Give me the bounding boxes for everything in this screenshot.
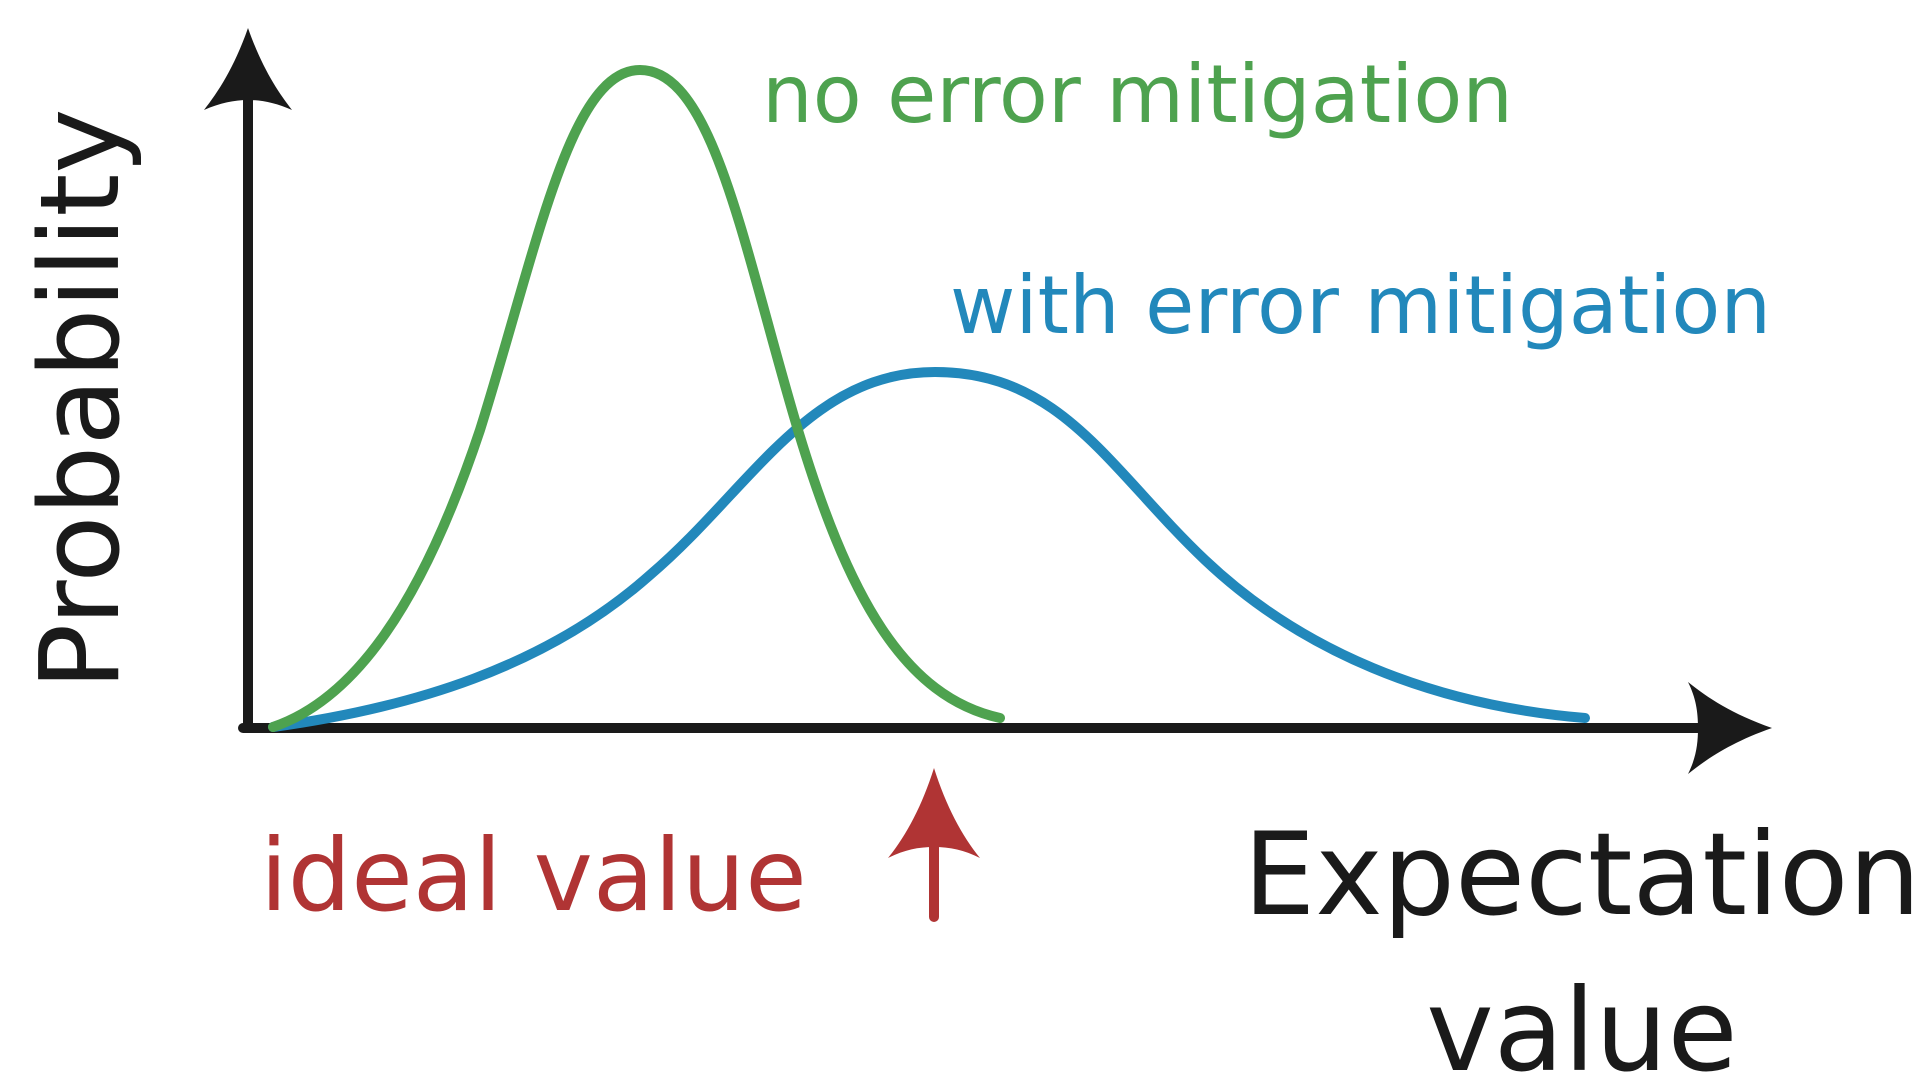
y-axis-label: Probability [16, 109, 144, 690]
x-axis [238, 682, 1772, 774]
up-arrow-icon [888, 768, 980, 858]
ideal-value-label: ideal value [260, 817, 807, 934]
with-error-mitigation-curve [268, 367, 1590, 732]
y-axis [204, 28, 292, 733]
no-error-mitigation-curve [268, 65, 1005, 732]
x-axis-arrowhead-icon [1688, 682, 1772, 774]
with-error-mitigation-label: with error mitigation [950, 259, 1771, 352]
no-error-mitigation-label: no error mitigation [762, 48, 1513, 141]
y-axis-arrowhead-icon [204, 28, 292, 110]
ideal-value-marker: ideal value [260, 768, 980, 934]
x-axis-label-line2: value [1426, 964, 1737, 1082]
x-axis-label-line1: Expectation [1243, 808, 1921, 941]
